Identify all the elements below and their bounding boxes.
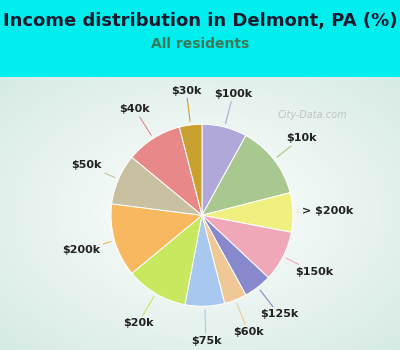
Text: $125k: $125k bbox=[260, 290, 298, 320]
Wedge shape bbox=[111, 204, 202, 273]
Text: $40k: $40k bbox=[119, 104, 151, 135]
Wedge shape bbox=[112, 157, 202, 215]
Text: $150k: $150k bbox=[286, 258, 333, 277]
Wedge shape bbox=[202, 215, 246, 303]
Text: $30k: $30k bbox=[171, 86, 202, 121]
Text: $75k: $75k bbox=[191, 310, 221, 346]
Text: $20k: $20k bbox=[123, 297, 154, 328]
Text: All residents: All residents bbox=[151, 37, 249, 51]
Text: City-Data.com: City-Data.com bbox=[277, 110, 347, 120]
Wedge shape bbox=[179, 124, 202, 215]
Wedge shape bbox=[202, 215, 268, 295]
Text: Income distribution in Delmont, PA (%): Income distribution in Delmont, PA (%) bbox=[3, 12, 397, 30]
Text: $60k: $60k bbox=[233, 303, 264, 337]
Text: $50k: $50k bbox=[72, 160, 115, 178]
Wedge shape bbox=[202, 135, 290, 215]
Wedge shape bbox=[132, 215, 202, 304]
Wedge shape bbox=[202, 215, 291, 278]
Wedge shape bbox=[185, 215, 225, 306]
Text: $10k: $10k bbox=[277, 133, 316, 157]
Text: $100k: $100k bbox=[214, 89, 252, 124]
Wedge shape bbox=[202, 193, 293, 232]
Wedge shape bbox=[202, 124, 246, 215]
Text: $200k: $200k bbox=[62, 241, 111, 255]
Wedge shape bbox=[132, 127, 202, 215]
Text: > $200k: > $200k bbox=[296, 206, 353, 216]
